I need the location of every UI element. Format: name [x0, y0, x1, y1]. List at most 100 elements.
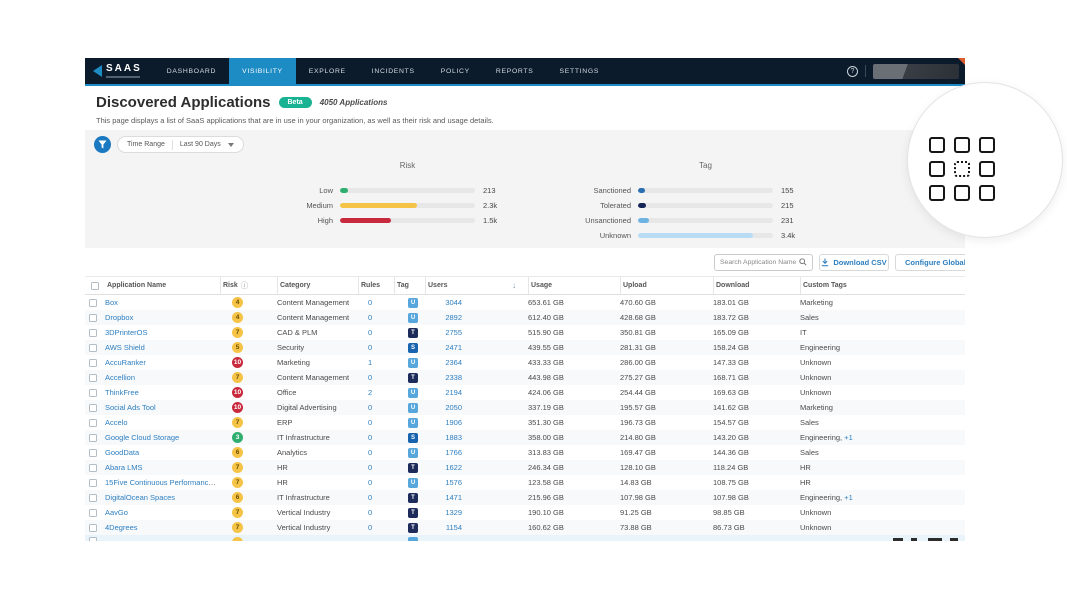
- rules-link[interactable]: 0: [368, 478, 373, 487]
- application-name-link[interactable]: Dropbox: [105, 313, 134, 322]
- users-link[interactable]: 3044: [445, 298, 462, 307]
- application-name-link[interactable]: Social Ads Tool: [105, 403, 156, 412]
- header-application-name[interactable]: Application Name: [107, 282, 167, 289]
- users-link[interactable]: 1576: [445, 478, 462, 487]
- application-name-link[interactable]: 15Five Continuous Performance Man...: [105, 478, 220, 487]
- users-link[interactable]: 1471: [445, 493, 462, 502]
- nav-item-dashboard[interactable]: DASHBOARD: [166, 67, 217, 75]
- table-row[interactable]: Google Cloud Storage 3 IT Infrastructure…: [85, 430, 965, 445]
- download-csv-button[interactable]: Download CSV: [819, 253, 889, 271]
- row-checkbox[interactable]: [89, 463, 97, 472]
- sort-descending-icon[interactable]: ↓: [512, 281, 516, 290]
- header-risk[interactable]: Risk ⓘ: [220, 277, 277, 294]
- time-range-filter[interactable]: Time Range Last 90 Days: [117, 136, 244, 153]
- row-checkbox[interactable]: [89, 418, 97, 427]
- table-row[interactable]: Abara LMS 7 HR 0 T 1622 246.34 GB 128.10…: [85, 460, 965, 475]
- table-row[interactable]: DigitalOcean Spaces 6 IT Infrastructure …: [85, 490, 965, 505]
- more-tags-link[interactable]: +1: [844, 433, 853, 442]
- rules-link[interactable]: 0: [368, 463, 373, 472]
- rules-link[interactable]: 0: [368, 298, 373, 307]
- header-users[interactable]: Users: [425, 277, 470, 294]
- configure-global-risk-button[interactable]: Configure Global Risk Sc: [895, 253, 965, 271]
- header-upload[interactable]: Upload: [620, 277, 713, 294]
- partial-table-row[interactable]: [85, 535, 965, 541]
- application-name-link[interactable]: Accelo: [105, 418, 128, 427]
- rules-link[interactable]: 0: [368, 313, 373, 322]
- application-name-link[interactable]: 4Degrees: [105, 523, 138, 532]
- header-download[interactable]: Download: [713, 277, 800, 294]
- application-name-link[interactable]: AavGo: [105, 508, 128, 517]
- rules-link[interactable]: 2: [368, 388, 373, 397]
- filter-button[interactable]: [94, 136, 111, 153]
- row-checkbox[interactable]: [89, 433, 97, 442]
- row-checkbox[interactable]: [89, 358, 97, 367]
- search-box[interactable]: [714, 253, 813, 271]
- row-checkbox[interactable]: [89, 478, 97, 487]
- header-category[interactable]: Category: [277, 277, 358, 294]
- row-checkbox[interactable]: [89, 328, 97, 337]
- search-input[interactable]: [720, 258, 799, 266]
- rules-link[interactable]: 0: [368, 523, 373, 532]
- table-row[interactable]: Dropbox 4 Content Management 0 U 2892 61…: [85, 310, 965, 325]
- application-name-link[interactable]: Abara LMS: [105, 463, 143, 472]
- table-row[interactable]: ThinkFree 10 Office 2 U 2194 424.06 GB 2…: [85, 385, 965, 400]
- table-row[interactable]: GoodData 6 Analytics 0 U 1766 313.83 GB …: [85, 445, 965, 460]
- row-checkbox[interactable]: [89, 493, 97, 502]
- users-link[interactable]: 2755: [445, 328, 462, 337]
- table-row[interactable]: Box 4 Content Management 0 U 3044 653.61…: [85, 295, 965, 310]
- table-row[interactable]: 4Degrees 7 Vertical Industry 0 T 1154 16…: [85, 520, 965, 535]
- header-custom-tags[interactable]: Custom Tags: [800, 277, 965, 294]
- header-tag[interactable]: Tag: [394, 277, 425, 294]
- users-link[interactable]: 2338: [445, 373, 462, 382]
- row-checkbox[interactable]: [89, 343, 97, 352]
- nav-item-settings[interactable]: SETTINGS: [559, 67, 600, 75]
- nav-item-reports[interactable]: REPORTS: [495, 67, 534, 75]
- users-link[interactable]: 1766: [445, 448, 462, 457]
- rules-link[interactable]: 0: [368, 328, 373, 337]
- users-link[interactable]: 1622: [445, 463, 462, 472]
- row-checkbox[interactable]: [89, 403, 97, 412]
- table-row[interactable]: 15Five Continuous Performance Man... 7 H…: [85, 475, 965, 490]
- saas-logo[interactable]: SAAS: [85, 58, 142, 84]
- nav-item-explore[interactable]: EXPLORE: [308, 67, 346, 75]
- users-link[interactable]: 2194: [445, 388, 462, 397]
- application-name-link[interactable]: GoodData: [105, 448, 140, 457]
- nav-item-visibility[interactable]: VISIBILITY: [229, 58, 296, 84]
- application-name-link[interactable]: Accellion: [105, 373, 136, 382]
- users-link[interactable]: 1154: [445, 523, 462, 532]
- application-name-link[interactable]: AccuRanker: [105, 358, 146, 367]
- row-checkbox[interactable]: [89, 298, 97, 307]
- rules-link[interactable]: 0: [368, 508, 373, 517]
- nav-item-incidents[interactable]: INCIDENTS: [371, 67, 415, 75]
- row-checkbox[interactable]: [89, 313, 97, 322]
- users-link[interactable]: 1329: [445, 508, 462, 517]
- application-name-link[interactable]: Box: [105, 298, 118, 307]
- table-row[interactable]: Social Ads Tool 10 Digital Advertising 0…: [85, 400, 965, 415]
- users-link[interactable]: 2364: [445, 358, 462, 367]
- rules-link[interactable]: 0: [368, 373, 373, 382]
- application-name-link[interactable]: 3DPrinterOS: [105, 328, 148, 337]
- rules-link[interactable]: 0: [368, 403, 373, 412]
- table-row[interactable]: 3DPrinterOS 7 CAD & PLM 0 T 2755 515.90 …: [85, 325, 965, 340]
- table-row[interactable]: Accelo 7 ERP 0 U 1906 351.30 GB 196.73 G…: [85, 415, 965, 430]
- info-icon[interactable]: ⓘ: [240, 281, 249, 290]
- row-checkbox[interactable]: [89, 523, 97, 532]
- table-row[interactable]: AavGo 7 Vertical Industry 0 T 1329 190.1…: [85, 505, 965, 520]
- header-usage[interactable]: Usage: [528, 277, 620, 294]
- users-link[interactable]: 2892: [445, 313, 462, 322]
- rules-link[interactable]: 0: [368, 433, 373, 442]
- users-link[interactable]: 2471: [445, 343, 462, 352]
- row-checkbox[interactable]: [89, 373, 97, 382]
- rules-link[interactable]: 0: [368, 418, 373, 427]
- row-checkbox[interactable]: [89, 448, 97, 457]
- table-row[interactable]: Accellion 7 Content Management 0 T 2338 …: [85, 370, 965, 385]
- header-rules[interactable]: Rules: [358, 277, 394, 294]
- select-all-checkbox[interactable]: [91, 281, 99, 290]
- rules-link[interactable]: 1: [368, 358, 373, 367]
- table-row[interactable]: AWS Shield 5 Security 0 S 2471 439.55 GB…: [85, 340, 965, 355]
- table-row[interactable]: AccuRanker 10 Marketing 1 U 2364 433.33 …: [85, 355, 965, 370]
- rules-link[interactable]: 0: [368, 448, 373, 457]
- application-name-link[interactable]: AWS Shield: [105, 343, 145, 352]
- application-name-link[interactable]: DigitalOcean Spaces: [105, 493, 176, 502]
- row-checkbox[interactable]: [89, 508, 97, 517]
